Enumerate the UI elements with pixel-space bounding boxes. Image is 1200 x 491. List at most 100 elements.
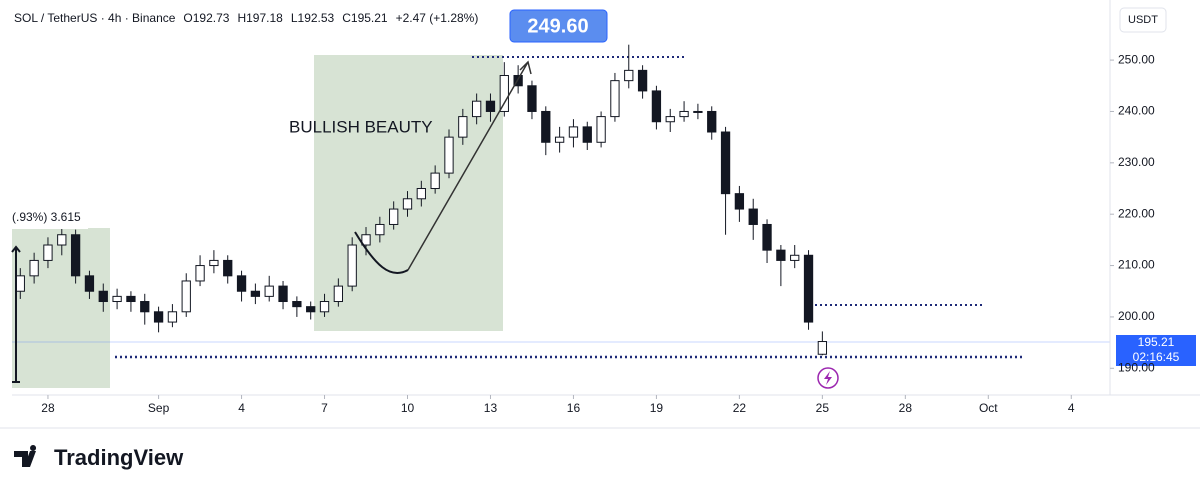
brand-logo: [14, 445, 37, 467]
y-tick-label: 230.00: [1118, 155, 1155, 169]
arrow-drawing: [407, 60, 532, 271]
price-tag-value: 195.21: [1138, 335, 1175, 349]
y-tick-label: 200.00: [1118, 309, 1155, 323]
candle-body: [471, 100, 482, 118]
candle-body: [306, 306, 316, 313]
candle-body: [126, 295, 136, 303]
x-tick-label: 16: [567, 401, 581, 415]
candle-body: [402, 198, 413, 210]
candle-body: [679, 110, 689, 118]
candle-body: [181, 280, 191, 313]
candle-body: [651, 90, 662, 123]
candle-body: [596, 116, 606, 143]
x-tick-label: 19: [650, 401, 664, 415]
range-drawing: [11, 245, 21, 383]
x-tick-label: 28: [41, 401, 55, 415]
candle-body: [84, 275, 95, 292]
candle-body: [15, 275, 25, 292]
y-tick-label: 210.00: [1118, 258, 1155, 272]
callout: 249.60: [527, 15, 588, 37]
currency[interactable]: USDT: [1128, 14, 1158, 26]
candle-body: [776, 249, 786, 261]
zone-box: [314, 55, 503, 331]
change: +2.47 (+1.28%): [396, 11, 479, 25]
candle-body: [57, 234, 67, 246]
candle-body: [278, 285, 288, 303]
header: SOL / TetherUS · 4h · Binance O192.73 H197…: [14, 11, 478, 25]
curve-drawing: [354, 231, 409, 275]
candle-body: [803, 254, 814, 323]
label-bg: [10, 207, 88, 229]
candle-body: [762, 223, 772, 251]
candle-body: [527, 85, 537, 112]
y-tick-label: 240.00: [1118, 104, 1155, 118]
candle-body: [790, 254, 800, 261]
candle-body: [748, 208, 758, 225]
candle-body: [637, 69, 648, 92]
x-tick-label: 4: [238, 401, 245, 415]
candle-body: [264, 285, 274, 297]
ohlc: L192.53: [291, 11, 335, 25]
x-tick-label: 4: [1068, 401, 1075, 415]
annotation: BULLISH BEAUTY: [289, 117, 433, 136]
x-tick-label: 13: [484, 401, 498, 415]
candle-body: [333, 285, 344, 303]
ohlc: C195.21: [342, 11, 388, 25]
candle-body: [665, 116, 675, 123]
candle-body: [140, 301, 150, 313]
candle-body: [444, 136, 454, 174]
candle-body: [499, 75, 509, 112]
x-tick-label: 25: [816, 401, 830, 415]
x-tick-label: 7: [321, 401, 328, 415]
candle-body: [153, 311, 164, 323]
candle-body: [43, 244, 53, 261]
candle-body: [236, 275, 247, 292]
candle-body: [347, 244, 357, 287]
x-tick-label: 10: [401, 401, 415, 415]
candle-body: [541, 110, 551, 143]
candle-body: [817, 341, 828, 355]
symbol: SOL / TetherUS · 4h · Binance: [14, 11, 176, 25]
candle-body: [582, 126, 592, 143]
candle-body: [624, 69, 634, 82]
y-tick-label: 250.00: [1118, 52, 1155, 66]
candle-body: [513, 75, 523, 87]
candle-body: [361, 234, 371, 246]
ohlc: O192.73: [183, 11, 229, 25]
event-icon-bolt: [824, 371, 832, 385]
candle-body: [458, 116, 468, 138]
candle-body: [70, 234, 81, 277]
candle-body: [292, 301, 302, 308]
currency-box[interactable]: [1119, 7, 1167, 33]
plot: [15, 44, 828, 356]
price-tag: [1116, 335, 1196, 366]
candle-body: [319, 301, 330, 313]
brand: TradingView: [54, 445, 184, 470]
candle-body: [485, 100, 496, 112]
candle-body: [693, 110, 703, 113]
candle-body: [720, 131, 731, 195]
y-tick-label: 190.00: [1118, 360, 1155, 374]
candle-body: [416, 188, 426, 200]
candle-body: [610, 80, 620, 118]
annotation: (.93%) 3.615: [12, 210, 81, 224]
x-tick-label: Sep: [148, 401, 170, 415]
candle-body: [98, 290, 108, 303]
x-tick-label: 28: [899, 401, 913, 415]
candle-body: [195, 265, 205, 282]
candle-body: [29, 259, 39, 277]
countdown: 02:16:45: [1133, 350, 1180, 364]
candle-body: [223, 259, 233, 277]
x-tick-label: 22: [733, 401, 747, 415]
candle-body: [568, 126, 579, 138]
candle-body: [734, 193, 745, 210]
candle-body: [250, 290, 261, 297]
zone-box: [12, 228, 110, 388]
candle-body: [389, 208, 399, 225]
candle-body: [430, 172, 440, 190]
candle-body: [167, 311, 178, 323]
candle-body: [375, 223, 385, 236]
candle-body: [707, 110, 717, 133]
